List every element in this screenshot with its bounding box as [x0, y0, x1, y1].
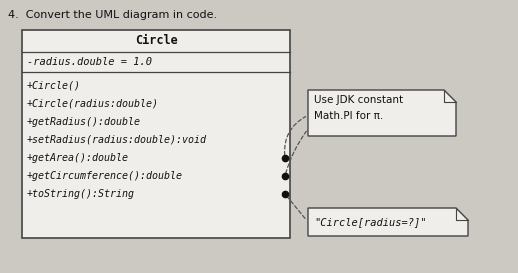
Text: +getCircumference():double: +getCircumference():double [27, 171, 183, 181]
Text: +getArea():double: +getArea():double [27, 153, 129, 163]
Text: Use JDK constant: Use JDK constant [314, 95, 403, 105]
Text: +getRadius():double: +getRadius():double [27, 117, 141, 127]
Polygon shape [308, 208, 468, 236]
Text: +Circle(): +Circle() [27, 81, 81, 91]
Text: Circle: Circle [135, 34, 177, 48]
Text: -radius.double = 1.0: -radius.double = 1.0 [27, 57, 152, 67]
Text: +toString():String: +toString():String [27, 189, 135, 199]
Text: 4.  Convert the UML diagram in code.: 4. Convert the UML diagram in code. [8, 10, 217, 20]
Text: +setRadius(radius:double):void: +setRadius(radius:double):void [27, 135, 207, 145]
Text: Math.PI for π.: Math.PI for π. [314, 111, 383, 121]
Polygon shape [308, 90, 456, 136]
Text: "Circle[radius=?]": "Circle[radius=?]" [314, 217, 426, 227]
Text: +Circle(radius:double): +Circle(radius:double) [27, 99, 159, 109]
Bar [22, 30, 290, 238]
